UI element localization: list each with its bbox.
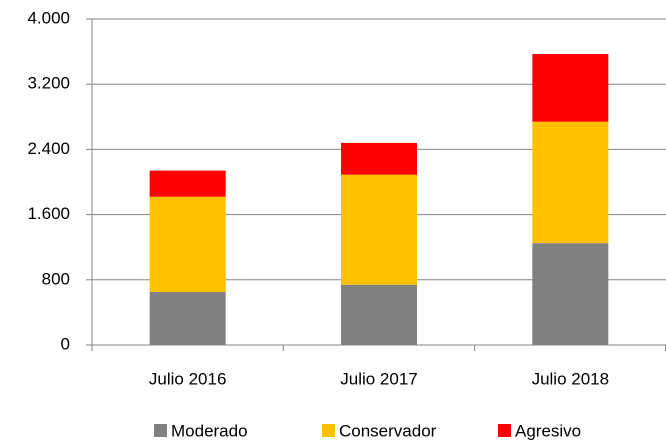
legend-label: Conservador (339, 421, 437, 440)
legend-label: Agresivo (515, 421, 581, 440)
bar-segment (532, 54, 609, 122)
legend-swatch (154, 424, 167, 437)
y-tick-label: 3.200 (27, 74, 70, 93)
bar-segment (532, 243, 609, 345)
y-tick-label: 1.600 (27, 204, 70, 223)
x-tick-label: Julio 2018 (532, 369, 610, 388)
bar-segment (149, 196, 226, 293)
legend-label: Moderado (171, 421, 248, 440)
bar-segment (532, 121, 609, 244)
bar-segment (341, 174, 417, 285)
legend-swatch (322, 424, 335, 437)
bar-segment (149, 292, 226, 345)
y-tick-label: 800 (42, 269, 70, 288)
bar-segment (341, 284, 417, 345)
bar-segment (149, 170, 226, 197)
bar-segment (341, 142, 417, 175)
y-tick-label: 2.400 (27, 139, 70, 158)
y-tick-label: 0 (61, 334, 70, 353)
legend-swatch (498, 424, 511, 437)
y-tick-label: 4.000 (27, 8, 70, 27)
x-tick-label: Julio 2017 (340, 369, 418, 388)
x-tick-label: Julio 2016 (149, 369, 227, 388)
